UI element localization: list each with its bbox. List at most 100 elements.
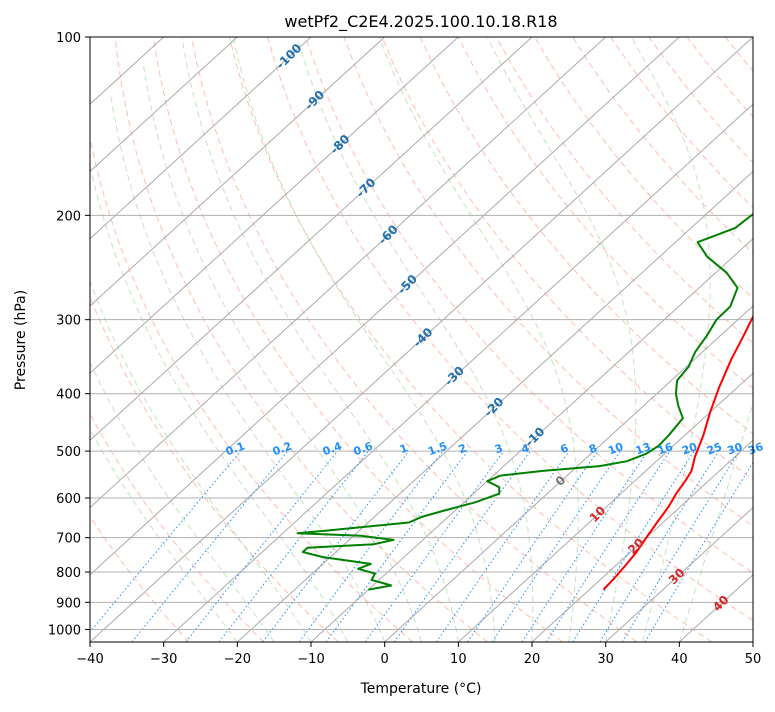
mixing-ratio-line (262, 450, 410, 642)
mixing-ratio-label: 8 (587, 441, 599, 456)
moist-adiabat-line (296, 37, 534, 642)
mixing-ratio-label: 2 (457, 441, 469, 456)
profile-lines (296, 212, 753, 591)
moist-adiabat-line (142, 61, 422, 642)
isotherm-line (90, 37, 459, 374)
isotherm-line (384, 305, 753, 642)
mixing-ratio-label: 16 (656, 440, 675, 458)
moist-adiabat-line (630, 37, 711, 642)
x-tick-label: 50 (745, 652, 762, 667)
mixing-ratio-label: 13 (634, 440, 653, 457)
x-tick-label: 30 (597, 652, 614, 667)
plot-frame (89, 36, 754, 643)
mixing-ratio-line (185, 450, 338, 642)
mixing-ratio-label: 20 (680, 440, 699, 458)
y-tick-label: 900 (56, 596, 81, 611)
mixing-ratio-line (90, 450, 242, 633)
isotherm-line (90, 37, 753, 642)
mixing-ratio-line (325, 450, 468, 642)
dry-adiabat-line (305, 37, 753, 574)
isotherm-line (236, 170, 753, 642)
y-tick-label: 300 (56, 314, 81, 329)
chart-title: wetPf2_C2E4.2025.100.10.18.R18 (284, 12, 557, 32)
dry-adiabat-line (229, 37, 712, 642)
y-axis-label: Pressure (hPa) (13, 290, 29, 390)
dry-adiabat-line (190, 37, 638, 642)
dry-adiabat-line (534, 37, 753, 299)
dry-adiabat-line (267, 37, 753, 622)
x-tick-label: −40 (76, 652, 103, 667)
mixing-ratio-label: 0.4 (321, 439, 344, 458)
x-tick-label: 40 (671, 652, 688, 667)
dry-adiabat-line (419, 37, 753, 435)
y-tick-label: 500 (56, 445, 81, 460)
mixing-ratio-label: 0.6 (352, 439, 375, 458)
mixing-ratio-label: 4 (520, 441, 532, 456)
x-tick-label: 0 (381, 652, 389, 667)
y-axis: 100 200 300 400 500 600 700 800 900 1000 (48, 31, 90, 638)
mixing-ratio-label: 25 (705, 440, 724, 457)
dry-adiabat-line (90, 412, 264, 642)
mixing-ratio-label: 30 (725, 440, 744, 458)
mixing-ratio-line (621, 450, 740, 642)
y-tick-label: 600 (56, 492, 81, 507)
mixing-ratio-line (545, 450, 671, 642)
isotherm-line (90, 37, 680, 576)
moist-adiabat-line (90, 428, 238, 642)
mixing-ratio-line (572, 450, 695, 642)
moist-adiabat-line (486, 37, 637, 642)
dewpoint-profile-line (296, 212, 753, 591)
y-tick-label: 700 (56, 532, 81, 547)
isotherm-line (90, 37, 386, 307)
isotherm-line (457, 372, 753, 642)
isotherm-line (90, 37, 533, 442)
mixing-ratio-line (298, 450, 444, 642)
isotherm-line (531, 439, 753, 642)
y-tick-label: 1000 (48, 623, 81, 638)
isotherm-line (310, 237, 753, 642)
x-axis-label: Temperature (°C) (360, 681, 482, 697)
dry-adiabat-line (90, 135, 414, 642)
y-tick-label: 400 (56, 388, 81, 403)
mixing-ratio-label: 10 (606, 440, 625, 458)
isotherm-line (605, 506, 753, 642)
dry-adiabat-line (90, 515, 190, 642)
mixing-ratio-label: 0.1 (224, 439, 247, 458)
dry-adiabat-line (152, 37, 563, 642)
x-tick-label: −10 (297, 652, 324, 667)
mixing-ratio-label: 1 (398, 441, 410, 456)
moist-adiabat-line (678, 401, 753, 642)
dry-adiabat-line (495, 37, 753, 344)
mixing-ratio-line (364, 450, 505, 642)
moist-adiabat-line (232, 37, 496, 642)
moist-adiabat-line (90, 163, 349, 642)
mixing-ratio-line (435, 450, 570, 642)
mixing-ratio-label: 6 (559, 441, 571, 456)
y-tick-label: 100 (56, 31, 81, 46)
background-lines (90, 37, 753, 642)
isotherm-line (90, 37, 238, 173)
moist-adiabat-line (378, 37, 579, 642)
x-tick-label: −20 (224, 652, 251, 667)
x-axis: −40 −30 −20 −10 0 10 20 30 40 50 (76, 642, 761, 667)
mixing-ratio-line (467, 450, 599, 642)
moist-adiabat-line (110, 94, 386, 642)
x-tick-label: −30 (150, 652, 177, 667)
y-tick-label: 200 (56, 209, 81, 224)
isotherm-line (90, 37, 607, 509)
temperature-profile-line (602, 314, 753, 591)
mixing-ratio-label: 1.5 (426, 439, 449, 458)
mixing-ratio-label: 0.2 (271, 439, 294, 458)
mixing-ratio-line (521, 450, 649, 642)
mixing-ratio-labels: 0.1 0.2 0.4 0.6 1 1.5 2 3 4 6 8 10 13 16 20 25 30 36 (224, 439, 766, 458)
mixing-ratio-line (131, 450, 288, 642)
dry-adiabat-line (381, 37, 753, 481)
dry-adiabat-line (114, 37, 488, 642)
mixing-ratio-label: 3 (493, 442, 505, 457)
mixing-ratio-line (491, 450, 621, 642)
y-tick-label: 800 (56, 566, 81, 581)
x-tick-label: 10 (450, 652, 467, 667)
